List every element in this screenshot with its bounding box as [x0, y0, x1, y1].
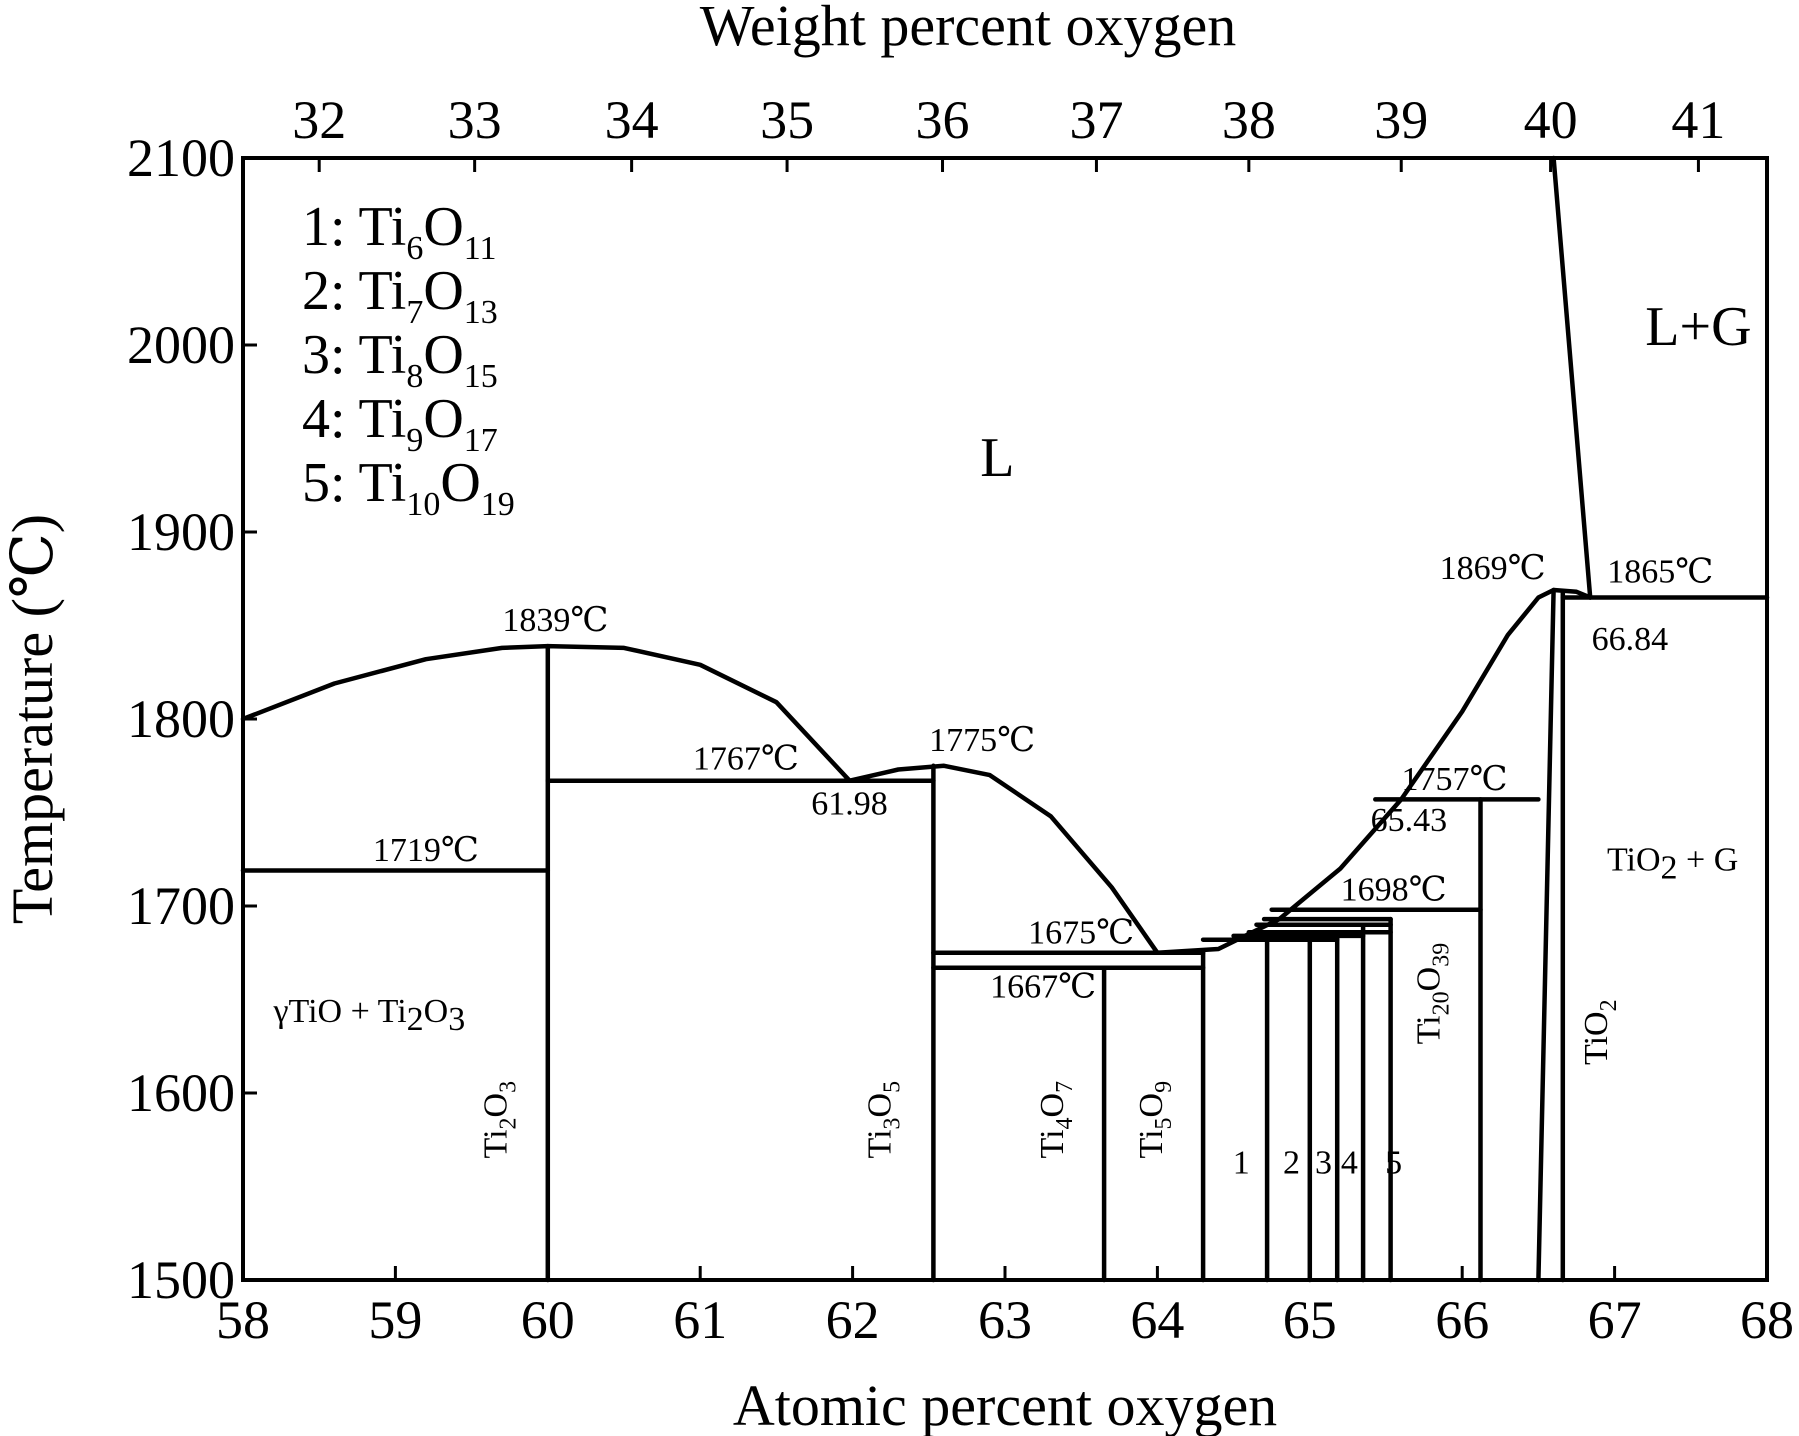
top-tick-label: 36	[916, 90, 970, 150]
compound-label: Ti5O9	[1133, 1081, 1177, 1159]
annotation: 1698℃	[1341, 871, 1447, 908]
annotation: 5	[1385, 1144, 1402, 1181]
annotation: 61.98	[811, 785, 888, 822]
phase-field-label: γTiO + Ti2O3	[272, 993, 465, 1038]
y-tick-label: 1700	[127, 876, 235, 936]
legend-entry: 1: Ti6O11	[302, 196, 497, 267]
annotation: 65.43	[1371, 802, 1448, 839]
top-tick-label: 35	[760, 90, 814, 150]
y-tick-label: 2100	[127, 128, 235, 188]
top-tick-label: 32	[292, 90, 346, 150]
x-tick-label: 66	[1435, 1290, 1489, 1350]
legend-entry: 4: Ti9O17	[302, 388, 498, 459]
top-tick-label: 34	[605, 90, 659, 150]
annotation: 1675℃	[1028, 914, 1134, 951]
y-tick-label: 1900	[127, 502, 235, 562]
y-tick-label: 1600	[127, 1063, 235, 1123]
top-tick-label: 37	[1069, 90, 1123, 150]
legend-entry: 2: Ti7O13	[302, 260, 498, 331]
annotation: 1757℃	[1402, 761, 1508, 798]
phase-boundary-3	[1536, 587, 1556, 1283]
annotation: 1865℃	[1607, 553, 1713, 590]
annotation: 3	[1315, 1144, 1332, 1181]
y-tick-label: 1800	[127, 689, 235, 749]
annotation: 1767℃	[693, 740, 799, 777]
top-tick-label: 33	[448, 90, 502, 150]
compound-label: TiO2	[1578, 999, 1622, 1065]
region-label: L	[980, 427, 1014, 489]
compound-label: Ti2O3	[478, 1081, 522, 1159]
x-tick-label: 60	[521, 1290, 575, 1350]
x-tick-label: 68	[1740, 1290, 1794, 1350]
compound-label: Ti4O7	[1034, 1081, 1078, 1159]
top-tick-label: 40	[1524, 90, 1578, 150]
y-tick-label: 2000	[127, 315, 235, 375]
x-tick-label: 58	[216, 1290, 270, 1350]
phase-boundary-2	[1551, 155, 1593, 600]
compound-label: Ti20O39	[1410, 943, 1454, 1045]
x-tick-label: 63	[978, 1290, 1032, 1350]
y-axis-title: Temperature (℃)	[0, 514, 65, 924]
annotation: 4	[1341, 1144, 1358, 1181]
top-tick-label: 39	[1374, 90, 1428, 150]
annotation: 2	[1283, 1144, 1300, 1181]
annotation: 1775℃	[929, 722, 1035, 759]
x-tick-label: 64	[1130, 1290, 1184, 1350]
annotation: 1667℃	[990, 969, 1096, 1006]
x-tick-label: 65	[1283, 1290, 1337, 1350]
x-tick-label: 59	[368, 1290, 422, 1350]
legend-entry: 5: Ti10O19	[302, 452, 515, 523]
region-label: L+G	[1645, 296, 1751, 358]
annotation: 1719℃	[373, 832, 479, 869]
annotation: 66.84	[1592, 621, 1669, 658]
annotation: 1869℃	[1440, 550, 1546, 587]
compound-label: Ti3O5	[862, 1081, 906, 1159]
top-tick-label: 38	[1222, 90, 1276, 150]
annotation: 1839℃	[502, 602, 608, 639]
top-tick-label: 41	[1671, 90, 1725, 150]
annotation: 1	[1233, 1144, 1250, 1181]
y-tick-label: 1500	[127, 1250, 235, 1310]
x-tick-label: 67	[1588, 1290, 1642, 1350]
x-tick-label: 61	[673, 1290, 727, 1350]
x-axis-title: Atomic percent oxygen	[733, 1373, 1277, 1436]
legend-entry: 3: Ti8O15	[302, 324, 498, 395]
top-axis-title: Weight percent oxygen	[700, 0, 1236, 58]
phase-field-label: TiO2 + G	[1607, 841, 1738, 886]
x-tick-label: 62	[826, 1290, 880, 1350]
